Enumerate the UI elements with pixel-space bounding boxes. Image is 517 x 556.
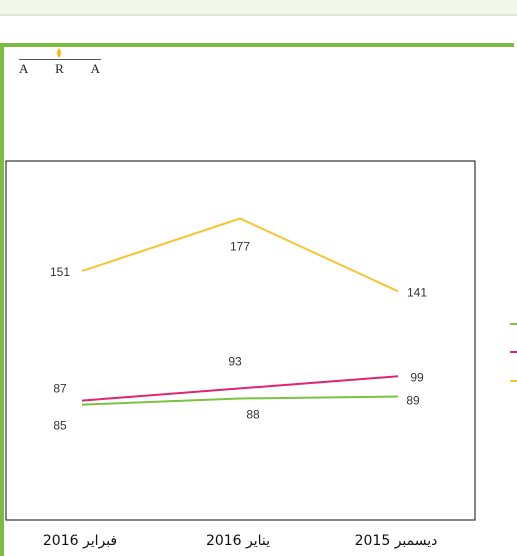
data-label: 89 [406, 394, 420, 408]
category-label: فبراير 2016 [43, 533, 117, 549]
series-line-0 [81, 217, 399, 293]
data-label: 88 [246, 408, 260, 422]
ara-logo: A R A [19, 46, 101, 80]
data-label: 93 [228, 354, 242, 368]
data-label: 85 [53, 419, 67, 433]
plot-area [5, 160, 476, 521]
category-labels: فبراير 2016 يناير 2016 ديسمبر 2015 [43, 533, 438, 549]
logo-letters: A R A [19, 61, 101, 77]
data-label: 141 [407, 285, 427, 299]
value-labels: 151 177 141 87 93 99 85 88 89 [50, 239, 427, 432]
category-label: ديسمبر 2015 [355, 533, 438, 549]
flame-icon [57, 48, 61, 58]
logo-letter: A [19, 61, 30, 76]
logo-rule [19, 59, 101, 60]
chart-panel [0, 43, 514, 556]
series-layer [81, 217, 399, 406]
data-label: 99 [410, 370, 424, 384]
logo-letter: R [55, 61, 65, 76]
data-label: 87 [53, 382, 67, 396]
data-label: 151 [50, 265, 70, 279]
category-label: يناير 2016 [206, 533, 270, 549]
logo-letter: A [90, 61, 101, 76]
top-band [0, 0, 517, 16]
data-label: 177 [230, 239, 250, 253]
legend [510, 323, 517, 382]
